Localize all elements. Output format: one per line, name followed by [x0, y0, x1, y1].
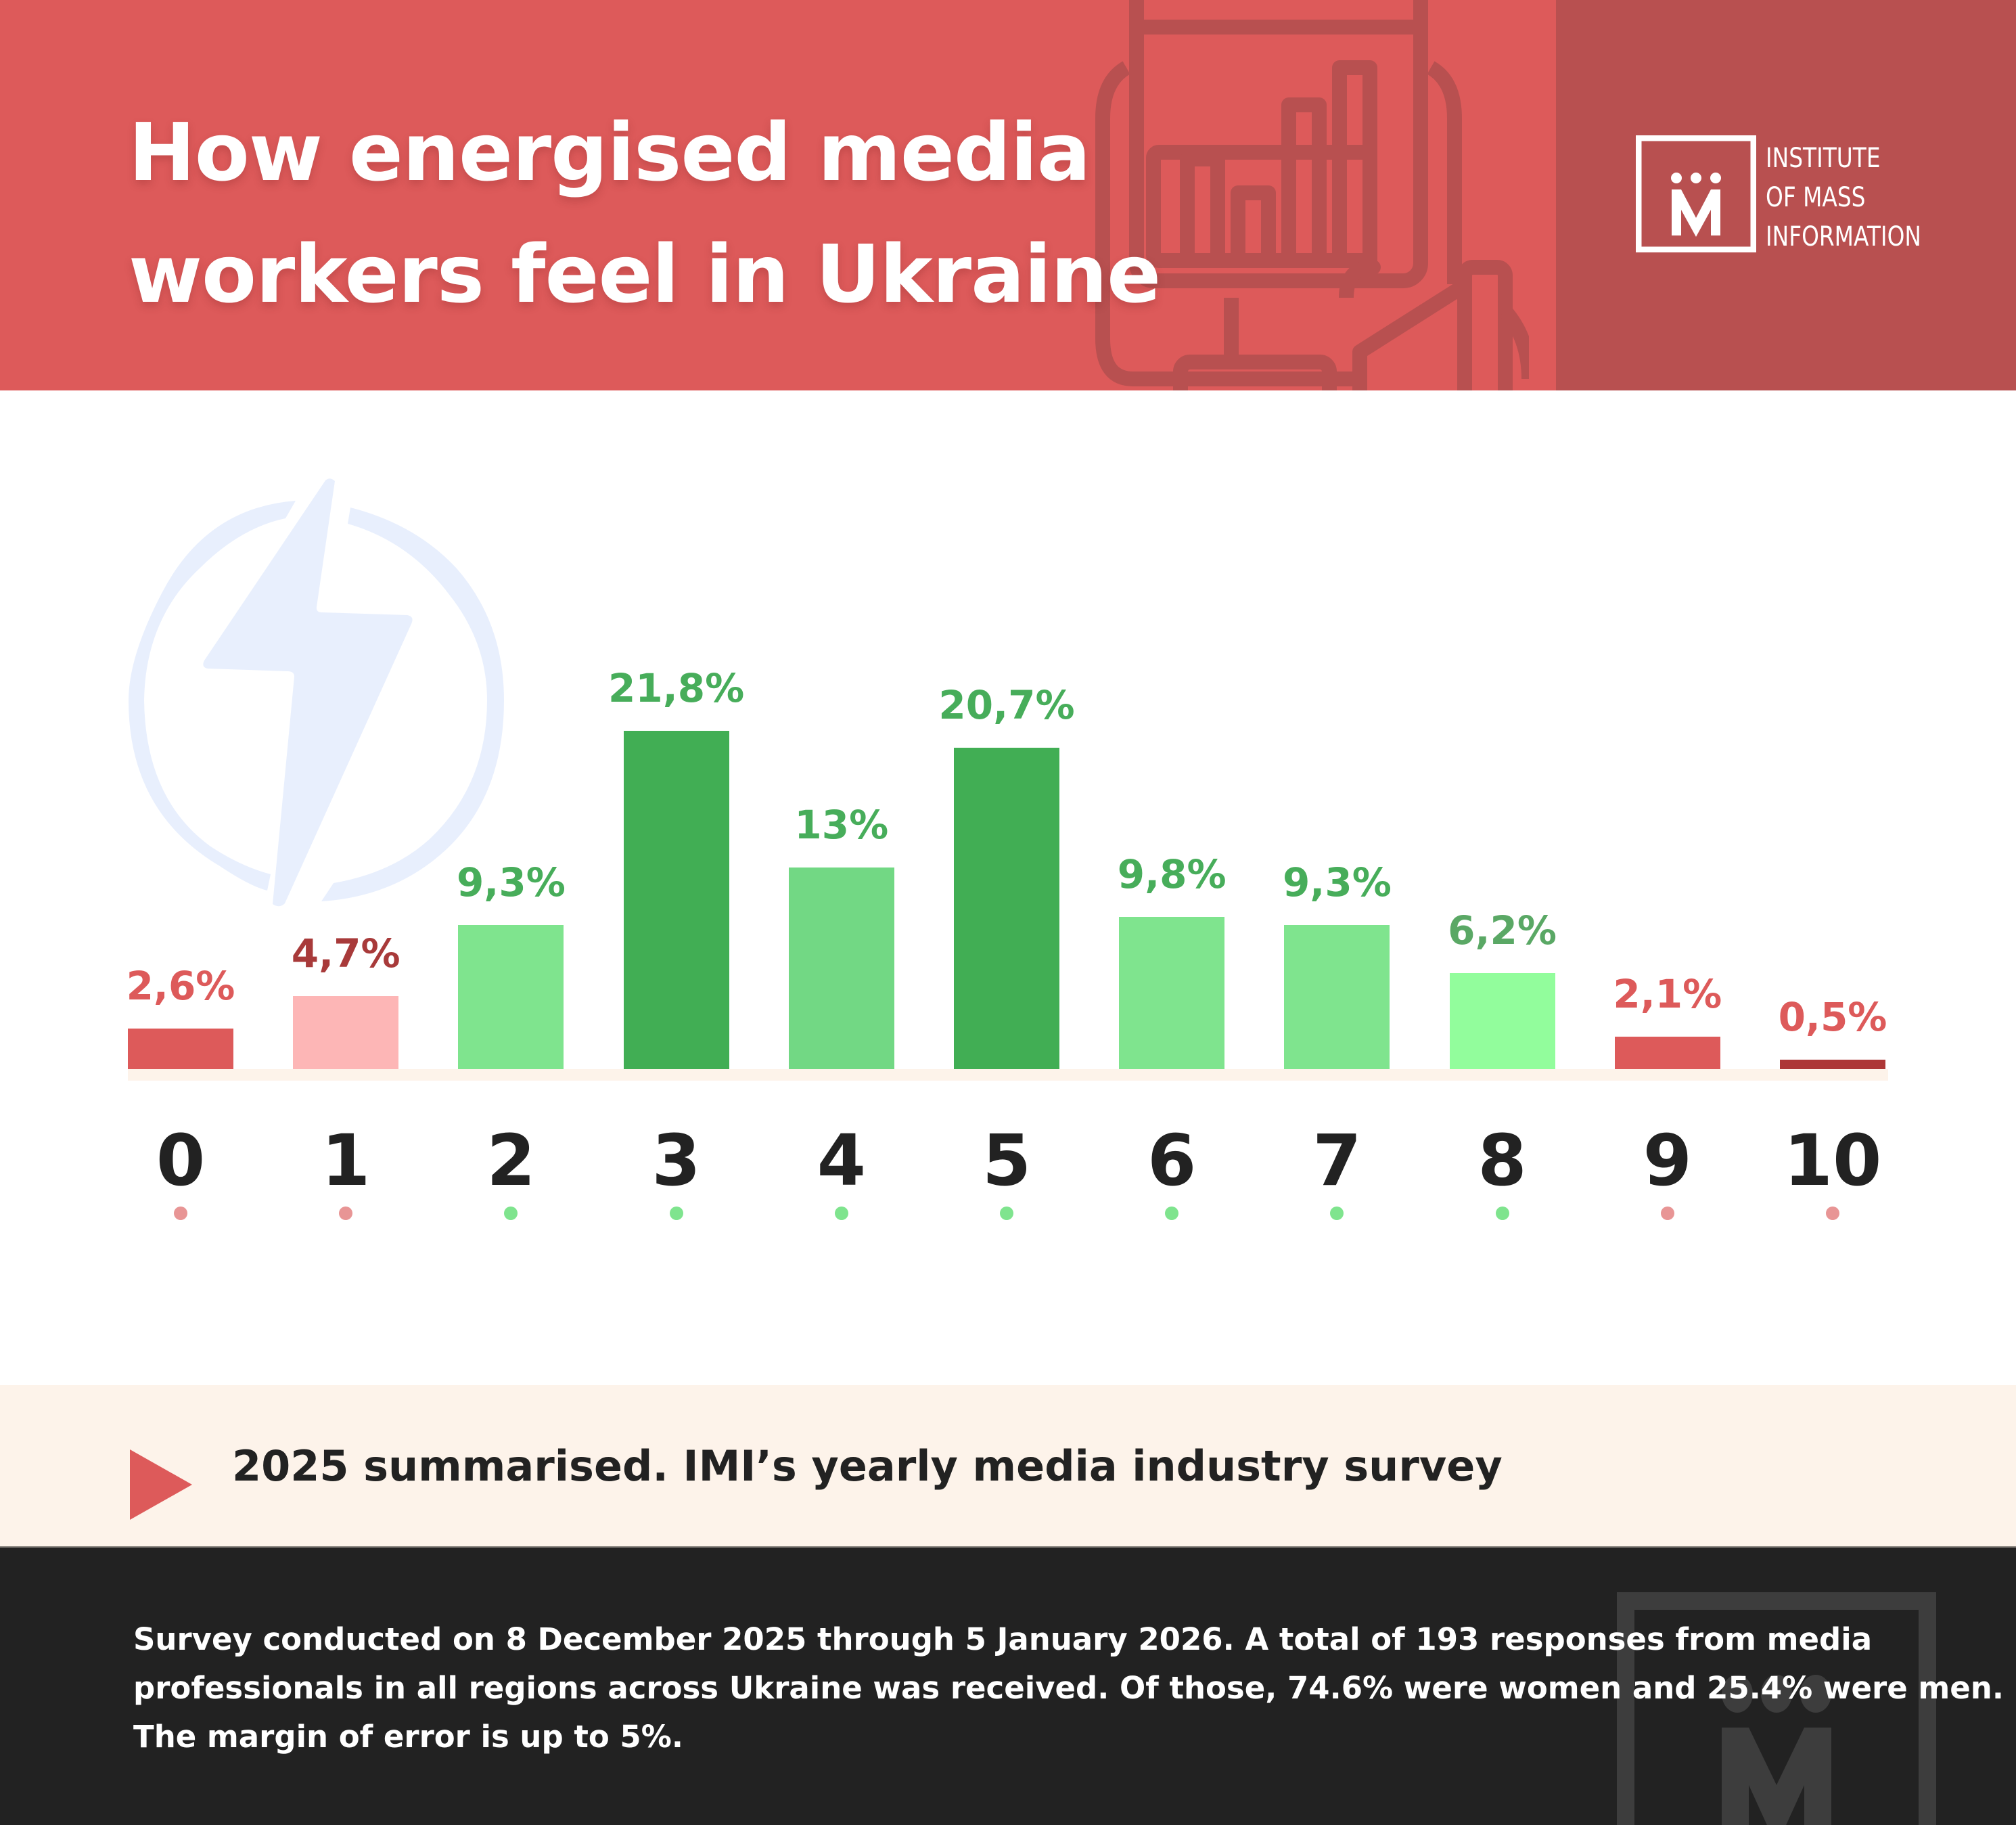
- bar-8: [1449, 972, 1555, 1069]
- category-dot-6: [1165, 1207, 1179, 1220]
- header: How energised media workers feel in Ukra…: [0, 0, 2016, 390]
- category-label-8: 8: [1477, 1119, 1527, 1202]
- imi-watermark-icon: [1617, 1592, 1936, 1825]
- value-label-7: 9,3%: [1282, 859, 1392, 905]
- footer-line-1: Survey conducted on 8 December 2025 thro…: [133, 1621, 1873, 1657]
- category-label-5: 5: [982, 1119, 1032, 1202]
- footer: Survey conducted on 8 December 2025 thro…: [0, 1546, 2016, 1825]
- value-label-0: 2,6%: [126, 963, 235, 1010]
- value-label-10: 0,5%: [1778, 994, 1887, 1040]
- category-label-9: 9: [1643, 1119, 1692, 1202]
- value-label-5: 20,7%: [938, 682, 1075, 729]
- footer-line-2: professionals in all regions across Ukra…: [133, 1670, 2004, 1706]
- category-label-10: 10: [1783, 1119, 1882, 1202]
- value-label-8: 6,2%: [1448, 907, 1557, 953]
- bar-0: [128, 1029, 233, 1069]
- footer-line-3: The margin of error is up to 5%.: [133, 1719, 683, 1755]
- category-dot-5: [1000, 1207, 1013, 1220]
- category-label-6: 6: [1147, 1119, 1197, 1202]
- bar-3: [623, 730, 729, 1069]
- survey-banner: 2025 summarised. IMI’s yearly media indu…: [0, 1385, 2016, 1546]
- banner-text: 2025 summarised. IMI’s yearly media indu…: [232, 1441, 1503, 1491]
- category-label-0: 0: [156, 1119, 206, 1202]
- category-dot-4: [834, 1207, 848, 1220]
- category-label-1: 1: [321, 1119, 371, 1202]
- category-label-3: 3: [651, 1119, 701, 1202]
- survey-methodology: Survey conducted on 8 December 2025 thro…: [133, 1615, 2004, 1761]
- category-label-4: 4: [817, 1119, 866, 1202]
- bar-chart: 2,6% 0 4,7% 1 9,3% 2 21,8% 3 13% 4 20,7% 5 9,8% 6 9,3%…: [126, 664, 1888, 1220]
- bar-2: [458, 924, 564, 1069]
- logo-line-3: INFORMATION: [1766, 221, 1921, 252]
- category-label-7: 7: [1312, 1119, 1362, 1202]
- value-label-2: 9,3%: [456, 859, 566, 905]
- bar-7: [1284, 924, 1390, 1069]
- bar-10: [1780, 1060, 1885, 1069]
- logo-wordmark: INSTITUTE OF MASS INFORMATION: [1766, 139, 1955, 256]
- value-label-1: 4,7%: [291, 930, 400, 977]
- value-label-9: 2,1%: [1613, 970, 1722, 1017]
- category-dot-0: [174, 1207, 187, 1220]
- bar-9: [1614, 1036, 1720, 1069]
- category-dot-10: [1826, 1207, 1839, 1220]
- category-dot-1: [339, 1207, 353, 1220]
- category-dot-3: [669, 1207, 683, 1220]
- bar-4: [788, 867, 894, 1069]
- value-label-3: 21,8%: [608, 664, 745, 711]
- category-dot-8: [1495, 1207, 1509, 1220]
- title-line-2: workers feel in Ukraine: [129, 227, 1161, 321]
- play-triangle-icon: [130, 1449, 192, 1520]
- bar-5: [954, 748, 1059, 1069]
- bar-1: [293, 996, 399, 1069]
- header-logo-panel: [1556, 0, 2016, 390]
- category-label-2: 2: [486, 1119, 536, 1202]
- page-title: How energised media workers feel in Ukra…: [129, 91, 1161, 335]
- title-line-1: How energised media: [129, 106, 1091, 199]
- lightning-bolt-icon: [129, 478, 504, 907]
- logo-line-1: INSTITUTE: [1766, 143, 1881, 174]
- imi-logo-icon: [1636, 135, 1756, 252]
- monitor-megaphone-icon: [1095, 0, 1529, 390]
- category-dot-2: [504, 1207, 518, 1220]
- logo-line-2: OF MASS: [1766, 182, 1866, 213]
- category-dot-9: [1660, 1207, 1674, 1220]
- chart-baseline: [128, 1069, 1888, 1081]
- category-dot-7: [1330, 1207, 1344, 1220]
- value-label-4: 13%: [794, 801, 889, 848]
- bar-6: [1119, 917, 1225, 1069]
- value-label-6: 9,8%: [1117, 851, 1227, 898]
